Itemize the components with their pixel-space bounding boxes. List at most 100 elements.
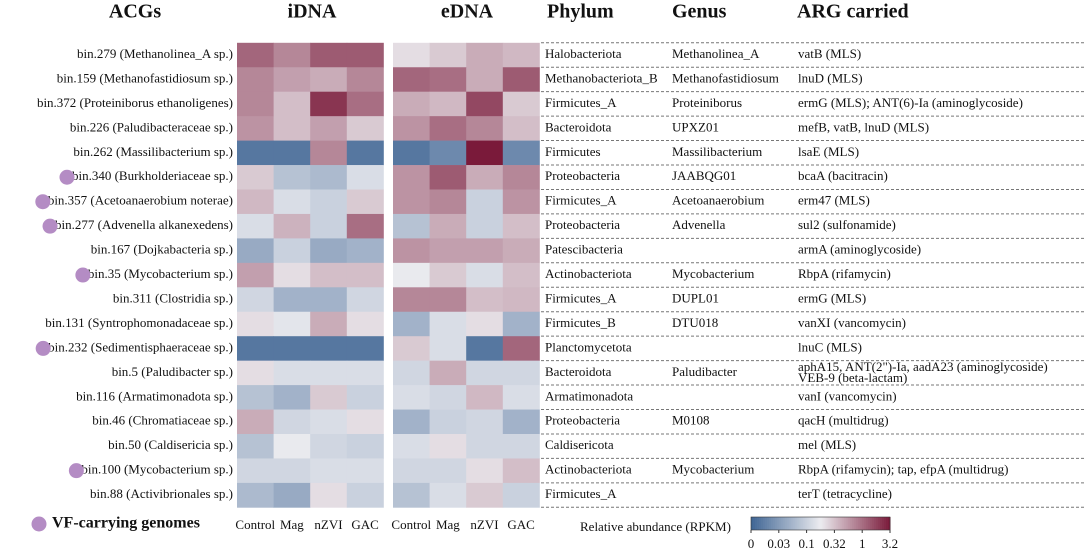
column-label: nZVI [314, 517, 342, 532]
heatmap-cell [310, 458, 348, 484]
colorbar-segment [794, 517, 798, 530]
arg-label: ermG (MLS); ANT(6)-Ia (aminoglycoside) [798, 95, 1023, 110]
genus-label: Advenella [672, 217, 726, 232]
heatmap-cell [310, 311, 348, 337]
phylum-label: Halobacteriota [545, 46, 622, 61]
arg-label: mel (MLS) [798, 437, 856, 452]
heatmap-cell [393, 116, 430, 141]
colorbar-segment [760, 517, 764, 530]
phylum-label: Proteobacteria [545, 168, 620, 183]
colorbar-tick-label: 0 [748, 536, 755, 551]
heatmap-cell [273, 165, 311, 190]
colorbar-segment [828, 517, 831, 530]
column-label: GAC [351, 517, 378, 532]
heatmap-cell [346, 409, 384, 435]
heatmap-cell [502, 336, 540, 361]
genus-label: Proteiniborus [672, 95, 742, 110]
colorbar-segment [830, 517, 833, 530]
arg-label: RbpA (rifamycin) [798, 266, 891, 281]
colorbar-segment [804, 517, 808, 530]
heatmap-cell [393, 91, 430, 117]
colorbar-segment [846, 517, 849, 530]
phylum-label: Actinobacteriota [545, 462, 632, 477]
phylum-label: Bacteroidota [545, 119, 612, 134]
heatmap-cell [346, 360, 384, 386]
colorbar-segment [762, 517, 766, 530]
arg-label: lnuD (MLS) [798, 70, 863, 85]
phylum-label: Proteobacteria [545, 413, 620, 428]
colorbar-tick-label: 0.1 [798, 536, 814, 551]
heatmap-cell [466, 91, 504, 117]
heatmap-cell [502, 189, 540, 215]
heatmap-cell [393, 385, 430, 410]
genus-label: M0108 [672, 413, 710, 428]
colorbar-segment [842, 517, 845, 530]
heatmap-cell [393, 482, 430, 508]
heatmap-cell [237, 434, 274, 459]
genus-label: Methanofastidiosum [672, 70, 779, 85]
phylum-label: Bacteroidota [545, 364, 612, 379]
genome-label: bin.35 (Mycobacterium sp.) [88, 266, 233, 281]
genome-label: bin.262 (Massilibacterium sp.) [73, 144, 233, 159]
heatmap-cell [310, 116, 348, 141]
heatmap-cell [393, 311, 430, 337]
colorbar-segment [782, 517, 786, 530]
heatmap-cell [273, 482, 311, 508]
vf-marker [35, 194, 51, 210]
colorbar-segment [874, 517, 877, 530]
colorbar-segment [864, 517, 867, 530]
heatmap-cell [429, 287, 467, 313]
heatmap-cell [393, 360, 430, 386]
colorbar-segment [786, 517, 790, 530]
heatmap-cell [346, 42, 384, 68]
header: eDNA [441, 1, 494, 23]
colorbar-segment [766, 517, 770, 530]
heatmap-cell [273, 189, 311, 215]
phylum-label: Firmicutes_A [545, 193, 617, 208]
column-label: GAC [507, 517, 534, 532]
heatmap-cell [466, 213, 504, 239]
heatmap-cell [393, 42, 430, 68]
colorbar-segment [858, 517, 861, 530]
heatmap-cell [502, 67, 540, 93]
heatmap-cell [346, 165, 384, 190]
arg-label: mefB, vatB, lnuD (MLS) [798, 119, 929, 134]
heatmap-cell [273, 42, 311, 68]
vf-marker [42, 218, 58, 234]
genome-label: bin.100 (Mycobacterium sp.) [81, 462, 233, 477]
heatmap-cell [273, 409, 311, 435]
heatmap-cell [273, 238, 311, 264]
column-label: Mag [436, 517, 460, 532]
arg-label: bcaA (bacitracin) [798, 168, 888, 183]
colorbar-segment [820, 517, 823, 530]
heatmap-cell [346, 336, 384, 361]
colorbar-segment [798, 517, 802, 530]
genus-label: DTU018 [672, 315, 718, 330]
genome-label: bin.311 (Clostridia sp.) [113, 290, 233, 305]
heatmap-cell [429, 238, 467, 264]
heatmap-cell [310, 165, 348, 190]
colorbar-segment [772, 517, 776, 530]
heatmap-cell [502, 140, 540, 166]
heatmap-cell [393, 262, 430, 288]
heatmap-cell [237, 336, 274, 361]
genus-label: Mycobacterium [672, 462, 754, 477]
colorbar-segment [780, 517, 784, 530]
genus-label: Paludibacter [672, 364, 738, 379]
arg-label: VEB-9 (beta-lactam) [798, 370, 907, 385]
heatmap-cell [466, 409, 504, 435]
heatmap-cell [310, 189, 348, 215]
colorbar-tick-label: 1 [859, 536, 866, 551]
heatmap-cell [429, 165, 467, 190]
arg-label: terT (tetracycline) [798, 486, 892, 501]
arg-label: erm47 (MLS) [798, 193, 870, 208]
heatmap-cell [310, 262, 348, 288]
colorbar-segment [814, 517, 818, 530]
genus-label: Massilibacterium [672, 144, 762, 159]
heatmap-cell [310, 287, 348, 313]
arg-label: vanI (vancomycin) [798, 388, 897, 403]
heatmap-cell [237, 385, 274, 410]
heatmap-cell [310, 213, 348, 239]
heatmap-cell [237, 140, 274, 166]
